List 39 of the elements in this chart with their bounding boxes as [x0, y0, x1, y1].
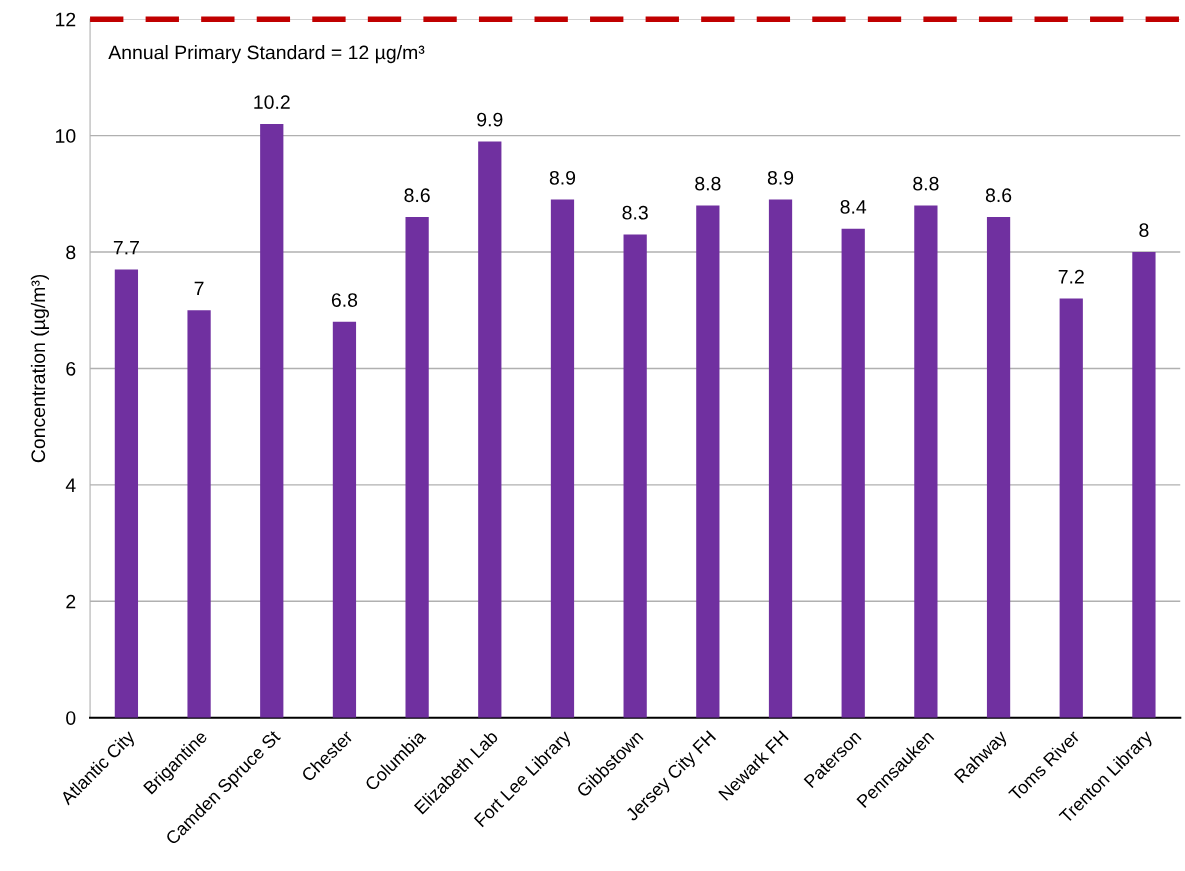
data-label: 7.2 — [1058, 269, 1084, 284]
y-tick-label: 6 — [66, 361, 76, 376]
y-tick-label: 12 — [56, 12, 76, 27]
bar — [187, 310, 211, 718]
data-label: 8.6 — [404, 188, 430, 203]
bar — [623, 234, 647, 718]
data-label: 8.9 — [549, 170, 576, 185]
data-label: 8.6 — [985, 188, 1012, 203]
bar — [550, 199, 575, 718]
bar — [478, 141, 502, 718]
data-label: 6.8 — [331, 293, 358, 307]
y-tick-label: 4 — [65, 478, 76, 492]
data-label: 8.4 — [840, 200, 867, 214]
bar — [332, 321, 357, 718]
data-label: 9.9 — [477, 112, 503, 127]
data-label: 7 — [194, 281, 204, 296]
bar — [260, 123, 284, 718]
bar — [696, 205, 720, 718]
bar — [841, 228, 865, 718]
y-axis-title: Concentration (µg/m³) — [30, 274, 49, 463]
y-tick-label: 10 — [56, 129, 76, 143]
data-label: 8.8 — [913, 176, 939, 191]
y-tick-label: 0 — [66, 711, 76, 725]
bar — [405, 217, 429, 718]
bar — [114, 269, 139, 718]
data-label: 7.7 — [113, 240, 139, 255]
y-tick-label: 8 — [66, 245, 76, 260]
data-label: 8.8 — [695, 176, 721, 191]
data-label: 8 — [1139, 223, 1149, 238]
bar — [1059, 298, 1083, 718]
bar — [986, 217, 1011, 718]
ref-line-label: Annual Primary Standard = 12 µg/m³ — [108, 45, 425, 64]
data-label: 8.3 — [622, 205, 648, 220]
y-tick-label: 2 — [66, 594, 76, 609]
bar — [1132, 252, 1156, 718]
bar — [914, 205, 938, 718]
data-label: 8.9 — [767, 170, 794, 185]
bar — [768, 199, 793, 718]
data-label: 10.2 — [254, 95, 290, 109]
